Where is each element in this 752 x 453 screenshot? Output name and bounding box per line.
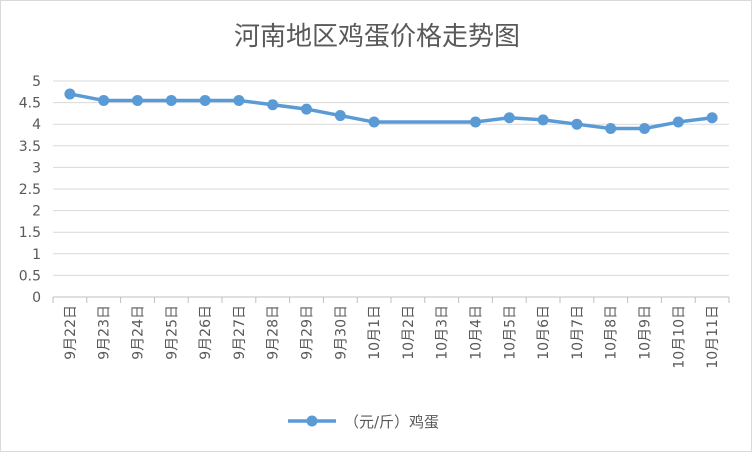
series-line-layer bbox=[68, 92, 714, 131]
gridlines bbox=[53, 80, 729, 276]
y-tick-label: 3 bbox=[32, 160, 41, 176]
y-tick-labels: 0 0.5 1 1.5 2 2.5 3 3.5 4 4.5 5 bbox=[19, 74, 41, 306]
y-tick-label: 1.5 bbox=[19, 225, 41, 241]
x-tick-label: 10月4日 bbox=[469, 305, 485, 360]
x-tick-label: 10月9日 bbox=[638, 305, 654, 360]
x-tick-label: 9月30日 bbox=[333, 305, 349, 360]
x-tick-label: 9月28日 bbox=[266, 305, 282, 360]
x-tick-label: 9月26日 bbox=[198, 305, 214, 360]
x-tick-label: 9月29日 bbox=[300, 305, 316, 360]
y-tick-label: 1 bbox=[32, 247, 41, 263]
x-tick-label: 10月11日 bbox=[705, 305, 721, 369]
x-tick-label: 9月27日 bbox=[232, 305, 248, 360]
data-point bbox=[132, 94, 143, 106]
data-point bbox=[301, 103, 312, 115]
data-point bbox=[199, 94, 211, 106]
data-point bbox=[706, 112, 718, 124]
x-tick-label: 9月25日 bbox=[164, 305, 180, 360]
x-tick-label: 10月8日 bbox=[604, 305, 620, 360]
x-tick-label: 9月24日 bbox=[131, 305, 147, 360]
data-point bbox=[470, 116, 481, 128]
data-point bbox=[537, 114, 549, 126]
data-point bbox=[165, 94, 177, 106]
chart-title: 河南地区鸡蛋价格走势图 bbox=[234, 22, 520, 52]
y-tick-label: 2 bbox=[32, 204, 41, 220]
x-tick-labels: 9月22日 9月23日 9月24日 9月25日 9月26日 9月27日 9月28日 9月29日… bbox=[63, 305, 721, 369]
x-tick-label: 10月10日 bbox=[671, 305, 687, 369]
x-tick-label: 10月5日 bbox=[502, 305, 518, 360]
data-point bbox=[368, 116, 380, 128]
x-tick-label: 9月23日 bbox=[97, 305, 113, 360]
y-tick-label: 2.5 bbox=[19, 182, 41, 198]
x-tick-label: 10月3日 bbox=[435, 305, 451, 360]
data-point bbox=[672, 116, 684, 128]
data-point bbox=[605, 123, 617, 135]
data-point bbox=[64, 88, 76, 100]
x-tick-label: 10月2日 bbox=[401, 305, 417, 360]
data-point bbox=[267, 99, 279, 111]
x-tick-label: 10月7日 bbox=[570, 305, 586, 360]
y-tick-label: 5 bbox=[32, 74, 41, 90]
data-point bbox=[571, 118, 583, 130]
series-markers bbox=[64, 88, 718, 135]
data-point bbox=[98, 94, 110, 106]
x-tick-label: 9月22日 bbox=[63, 305, 79, 360]
legend-series-label: （元/斤）鸡蛋 bbox=[344, 413, 439, 431]
data-point bbox=[233, 94, 245, 106]
x-tick-label: 10月6日 bbox=[536, 305, 552, 360]
y-tick-label: 4.5 bbox=[19, 96, 41, 112]
y-tick-label: 4 bbox=[32, 117, 41, 133]
data-point bbox=[639, 123, 650, 135]
axes bbox=[52, 296, 730, 303]
data-point bbox=[334, 110, 346, 122]
y-tick-label: 3.5 bbox=[19, 139, 41, 155]
y-tick-label: 0 bbox=[32, 290, 41, 306]
legend: （元/斤）鸡蛋 bbox=[288, 413, 439, 431]
y-tick-label: 0.5 bbox=[19, 268, 41, 284]
series-line bbox=[68, 92, 714, 131]
data-point bbox=[503, 112, 515, 124]
x-tick-label: 10月1日 bbox=[367, 305, 383, 360]
legend-marker-icon bbox=[306, 415, 318, 427]
